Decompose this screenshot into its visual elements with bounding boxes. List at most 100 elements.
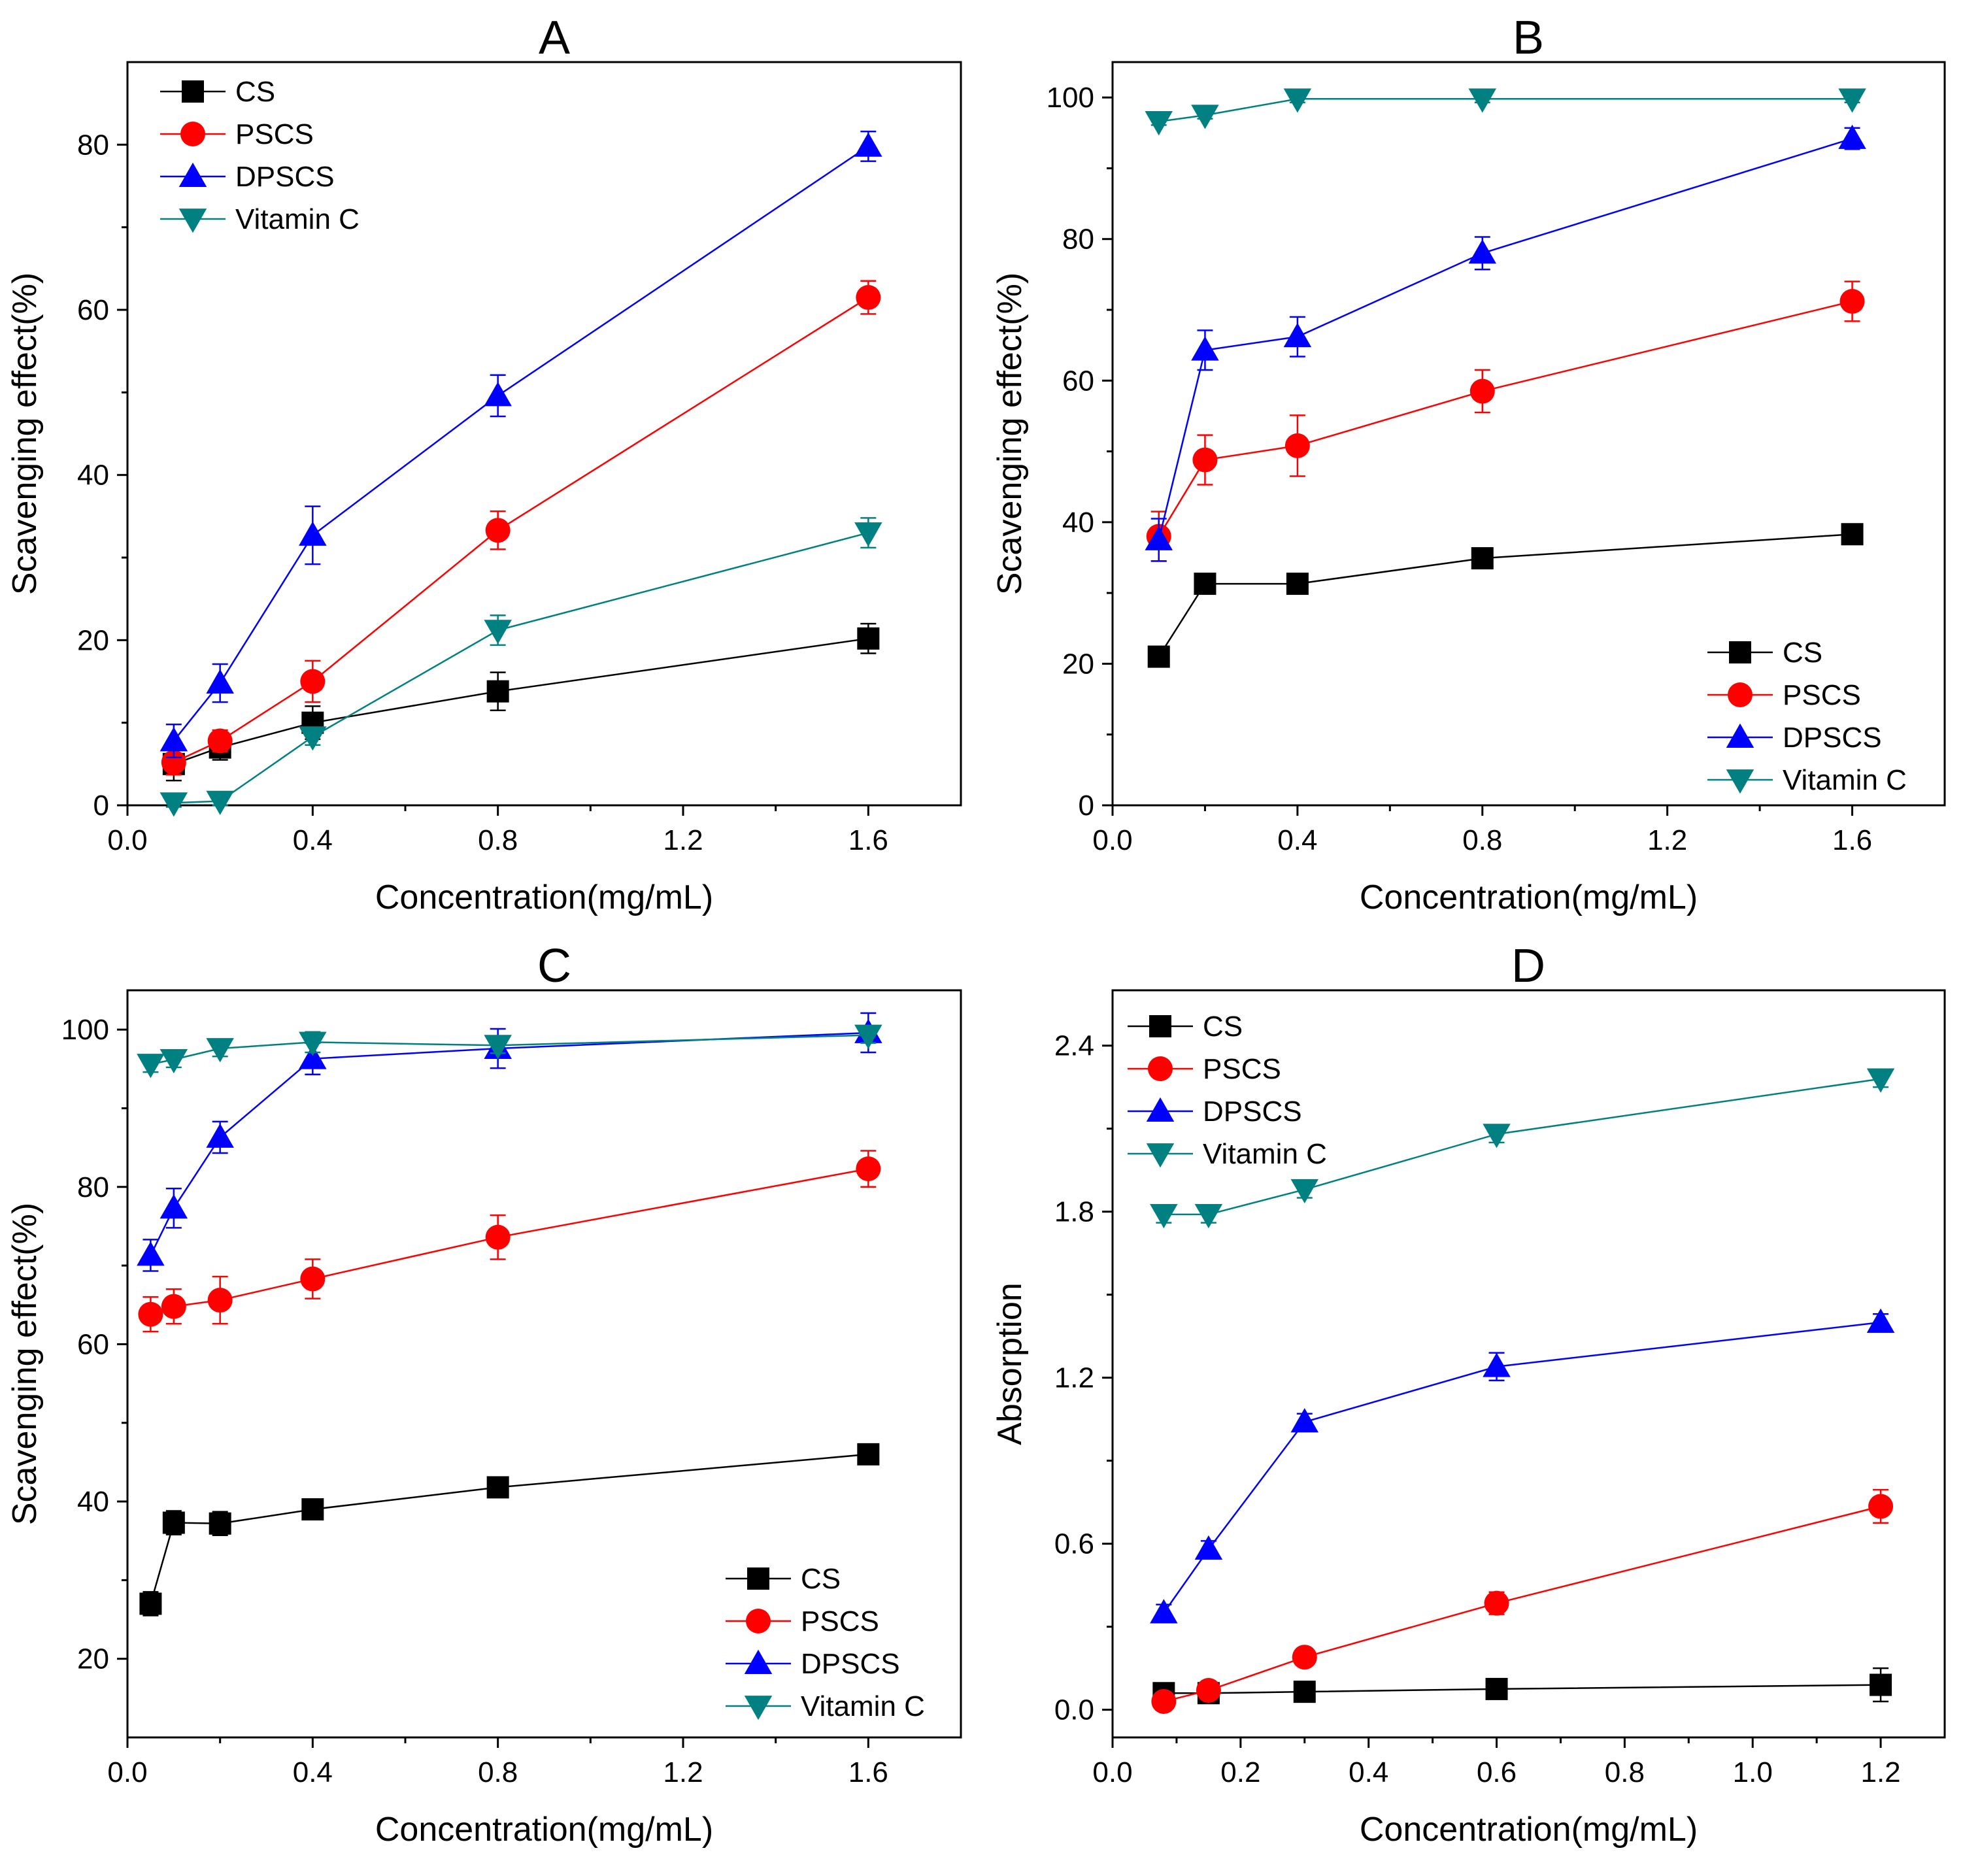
data-point xyxy=(486,1476,509,1499)
data-point xyxy=(1838,124,1866,149)
data-point xyxy=(159,1048,188,1074)
y-tick-label: 40 xyxy=(77,460,109,492)
legend: CS PSCS DPSCS Vitamin C xyxy=(1707,637,1907,796)
data-point xyxy=(1150,1203,1178,1229)
data-point xyxy=(207,1288,233,1313)
y-tick-label: 60 xyxy=(77,1328,109,1360)
data-point xyxy=(1194,573,1216,595)
data-point xyxy=(857,627,880,650)
legend-marker xyxy=(180,122,205,146)
legend-marker xyxy=(746,1609,771,1633)
data-point xyxy=(139,1592,162,1615)
data-point xyxy=(1151,1688,1177,1714)
series-dpscs xyxy=(1150,1308,1895,1624)
series-line xyxy=(173,637,869,765)
data-point xyxy=(137,1054,165,1079)
data-point xyxy=(159,1194,188,1219)
data-point xyxy=(1286,573,1309,595)
data-point xyxy=(854,1024,882,1049)
data-point xyxy=(1468,239,1497,264)
series-vitamin-c xyxy=(1150,1068,1895,1229)
panel-d: D 0.0 0.2 0.4 0.6 0.8 1.0 1.2 0.0 0.6 1.2 1.8 2.4 Con… xyxy=(991,940,1946,1849)
data-point xyxy=(206,1123,234,1148)
series-line xyxy=(1158,98,1853,123)
legend-marker xyxy=(178,162,207,187)
y-tick-label: 80 xyxy=(77,1171,109,1203)
x-tick-label: 1.6 xyxy=(848,824,888,856)
legend-marker xyxy=(747,1567,769,1590)
legend-label: Vitamin C xyxy=(235,203,360,235)
x-tick-label: 0.8 xyxy=(478,824,518,856)
data-point xyxy=(1868,1494,1894,1519)
series-dpscs xyxy=(137,1012,882,1272)
data-point xyxy=(854,132,882,157)
data-point xyxy=(484,620,512,645)
data-point xyxy=(206,790,234,815)
data-point xyxy=(1839,289,1865,314)
panel-title: A xyxy=(539,12,570,64)
legend-label: CS xyxy=(801,1563,841,1595)
data-point xyxy=(484,1035,512,1060)
data-point xyxy=(300,669,326,694)
plot-frame xyxy=(1111,989,1946,1739)
x-tick-label: 0.0 xyxy=(107,1756,147,1788)
series-line xyxy=(173,531,869,804)
data-point xyxy=(1841,523,1864,546)
data-point xyxy=(1194,1535,1223,1560)
x-tick-label: 0.8 xyxy=(1462,824,1502,856)
y-tick-label: 0.0 xyxy=(1054,1694,1094,1726)
legend-marker xyxy=(1728,682,1753,707)
legend-marker xyxy=(178,209,207,233)
y-tick-label: 40 xyxy=(77,1486,109,1518)
series-pscs xyxy=(138,1150,881,1333)
legend-label: DPSCS xyxy=(801,1648,900,1680)
data-point xyxy=(856,285,881,310)
legend-label: DPSCS xyxy=(235,161,335,193)
legend-marker xyxy=(182,80,204,103)
data-point xyxy=(1283,322,1312,348)
legend-label: PSCS xyxy=(1783,679,1861,711)
data-point xyxy=(1866,1308,1895,1333)
series-cs xyxy=(139,1443,880,1616)
legend-label: Vitamin C xyxy=(1203,1138,1327,1170)
data-point xyxy=(857,1443,880,1466)
series-line xyxy=(150,1034,869,1065)
x-axis-label: Concentration(mg/mL) xyxy=(1360,1811,1698,1849)
y-tick-label: 2.4 xyxy=(1054,1030,1094,1062)
y-axis-label: Absorption xyxy=(991,1282,1029,1445)
data-point xyxy=(1292,1645,1317,1670)
x-axis-label: Concentration(mg/mL) xyxy=(375,879,713,916)
data-point xyxy=(209,1512,231,1535)
data-point xyxy=(1484,1590,1509,1616)
data-point xyxy=(1471,547,1494,570)
x-axis-label: Concentration(mg/mL) xyxy=(375,1811,713,1849)
plot-frame xyxy=(126,989,962,1739)
data-point xyxy=(1290,1179,1319,1204)
data-point xyxy=(1870,1673,1892,1696)
x-tick-label: 0.8 xyxy=(478,1756,518,1788)
legend-marker xyxy=(1148,1056,1173,1081)
series-pscs xyxy=(1146,280,1865,562)
x-tick-label: 1.2 xyxy=(663,824,703,856)
y-axis-label: Scavenging effect(%) xyxy=(6,1203,44,1525)
series-line xyxy=(150,1453,869,1604)
y-tick-label: 80 xyxy=(77,129,109,161)
data-point xyxy=(856,1156,881,1182)
data-point xyxy=(161,750,186,775)
x-tick-label: 0.8 xyxy=(1605,1756,1645,1788)
legend-label: CS xyxy=(1203,1011,1243,1043)
data-point xyxy=(161,1294,186,1319)
y-tick-label: 40 xyxy=(1062,507,1094,539)
series-vitamin-c xyxy=(137,1024,882,1079)
y-tick-label: 0.6 xyxy=(1054,1528,1094,1560)
data-point xyxy=(137,1241,165,1266)
series-line xyxy=(1158,533,1853,658)
legend-marker xyxy=(1146,1097,1175,1122)
legend: CS PSCS DPSCS Vitamin C xyxy=(726,1563,925,1722)
data-point xyxy=(299,1031,327,1056)
data-point xyxy=(1485,1677,1508,1700)
x-tick-label: 1.6 xyxy=(1832,824,1872,856)
series-pscs xyxy=(1151,1488,1894,1714)
data-point xyxy=(301,1498,324,1521)
legend-marker xyxy=(1149,1015,1171,1037)
